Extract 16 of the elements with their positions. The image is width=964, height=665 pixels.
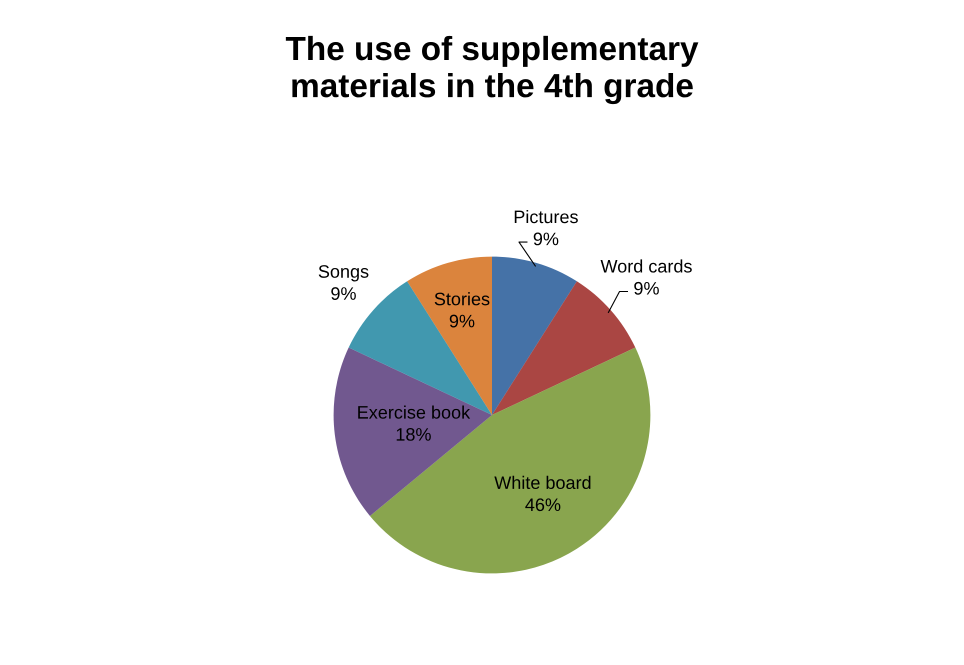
slice-label: Exercise book xyxy=(358,405,470,419)
slice-label: Stories xyxy=(434,292,490,306)
pie-slice xyxy=(492,256,577,415)
data-label: 46% xyxy=(525,498,560,512)
slice-label: White board xyxy=(494,476,590,490)
slice-label: Word cards xyxy=(600,259,692,273)
pie-slice xyxy=(334,348,492,516)
data-label: 18% xyxy=(396,428,431,441)
chart-title: The use of supplementary materials in the 4th grade xyxy=(286,36,698,104)
slice-label: Pictures xyxy=(514,210,578,224)
data-label: 9% xyxy=(450,314,474,328)
slice-label: Songs xyxy=(318,265,368,282)
pie-slice xyxy=(492,281,636,415)
data-label: 9% xyxy=(634,282,659,295)
data-label: 9% xyxy=(534,232,558,246)
data-label: 9% xyxy=(331,287,356,300)
